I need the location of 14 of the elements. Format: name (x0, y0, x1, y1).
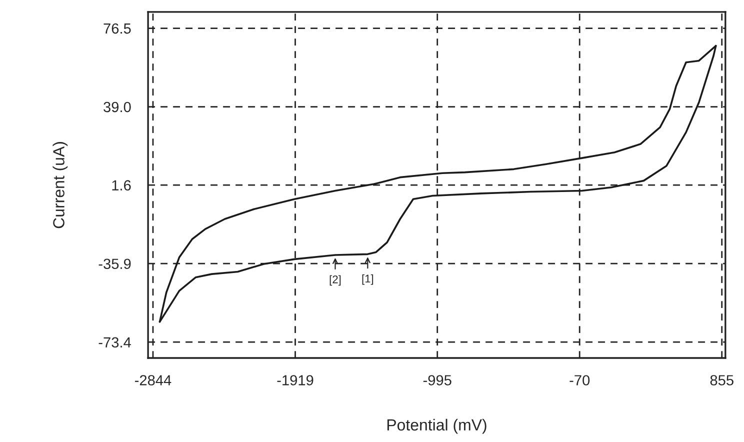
x-tick-label: -1919 (277, 375, 314, 386)
y-tick-label: 1.6 (112, 180, 131, 191)
x-tick-label: -2844 (134, 375, 172, 386)
y-tick-label: 39.0 (104, 102, 131, 112)
x-tick-label: -995 (423, 375, 452, 386)
annotation: [2] (330, 275, 341, 286)
x-tick-label: 855 (710, 375, 734, 386)
y-tick-label: -73.4 (98, 337, 131, 348)
annotation: [1] (362, 274, 374, 285)
y-tick-label: 76.5 (104, 23, 131, 34)
x-axis-title: Potential (mV) (387, 418, 486, 434)
x-tick-label: -70 (570, 375, 590, 386)
y-tick-label: -35.9 (98, 258, 131, 270)
y-axis-title: Current (uA) (52, 142, 68, 228)
